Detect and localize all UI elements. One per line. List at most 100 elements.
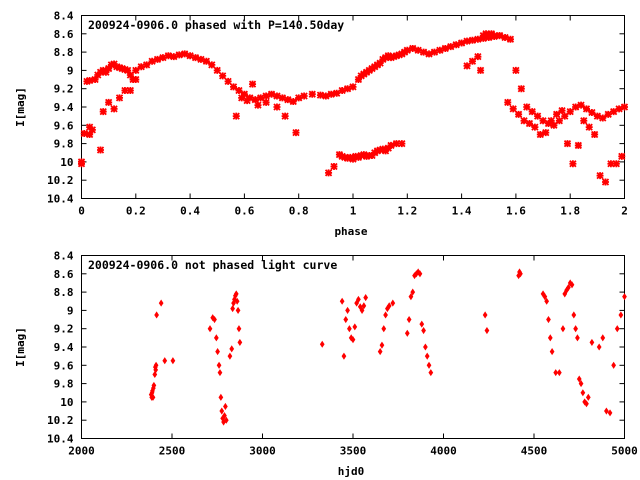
data-point xyxy=(474,35,482,43)
data-point xyxy=(223,416,229,424)
y-tick-label: 9.4 xyxy=(54,101,74,114)
data-point xyxy=(376,59,384,67)
data-point xyxy=(330,162,338,171)
data-point xyxy=(237,338,243,346)
data-point xyxy=(281,112,289,120)
data-point xyxy=(229,83,238,91)
data-point xyxy=(121,86,129,95)
data-point xyxy=(153,55,162,64)
data-point xyxy=(576,375,582,383)
data-point xyxy=(447,42,455,51)
data-point xyxy=(620,103,629,111)
data-point xyxy=(219,72,227,80)
data-point xyxy=(170,357,176,365)
y-tick-label: 8.4 xyxy=(54,250,74,263)
data-point xyxy=(324,169,333,177)
data-point xyxy=(452,41,460,49)
data-point xyxy=(159,53,167,62)
data-point xyxy=(601,178,610,186)
data-point xyxy=(604,407,609,415)
data-point xyxy=(386,302,392,310)
data-point xyxy=(536,130,544,139)
data-point xyxy=(468,57,477,65)
y-tick-label: 10.2 xyxy=(47,174,74,187)
data-point xyxy=(566,283,571,292)
data-point xyxy=(561,112,569,120)
data-point xyxy=(164,52,173,60)
data-point xyxy=(115,64,124,72)
data-point xyxy=(248,80,257,88)
y-tick-label: 10 xyxy=(60,156,73,169)
data-point xyxy=(273,103,281,111)
data-point xyxy=(611,361,617,369)
data-point xyxy=(528,107,536,116)
data-point xyxy=(235,306,241,314)
data-point xyxy=(421,326,426,335)
data-point xyxy=(596,343,602,351)
data-point xyxy=(132,75,140,84)
data-point xyxy=(223,402,228,411)
x-tick-label: 2 xyxy=(621,205,628,218)
data-point xyxy=(580,117,588,125)
data-point xyxy=(428,369,434,377)
data-point xyxy=(202,57,211,65)
data-point xyxy=(560,325,566,333)
data-point xyxy=(424,352,430,360)
data-point xyxy=(403,46,411,54)
data-point xyxy=(490,31,498,40)
data-point xyxy=(254,101,262,109)
data-point xyxy=(349,83,357,91)
y-tick-label: 8.6 xyxy=(54,28,74,41)
data-point xyxy=(546,316,551,324)
data-point xyxy=(408,293,414,301)
data-point xyxy=(531,123,539,131)
data-point xyxy=(257,94,265,102)
plot-frame xyxy=(81,15,625,199)
data-point xyxy=(91,75,99,84)
data-point xyxy=(240,90,249,98)
data-point xyxy=(217,369,223,377)
y-tick-label: 8.8 xyxy=(54,286,74,299)
x-tick-label: 2500 xyxy=(159,445,186,458)
data-point xyxy=(354,75,363,84)
plot-frame xyxy=(81,255,625,439)
data-point xyxy=(482,311,488,319)
data-point xyxy=(124,66,132,75)
data-point xyxy=(552,110,561,118)
data-point xyxy=(417,270,423,278)
data-point xyxy=(86,123,94,131)
data-point xyxy=(126,71,135,79)
data-point xyxy=(574,141,582,150)
data-point xyxy=(589,338,595,346)
data-point xyxy=(569,160,577,168)
data-point xyxy=(512,66,520,75)
x-tick-label: 1.8 xyxy=(560,205,580,218)
x-tick-label: 1.6 xyxy=(506,205,526,218)
data-point xyxy=(359,306,365,314)
data-point xyxy=(273,92,281,100)
data-point xyxy=(580,389,586,397)
data-point xyxy=(207,325,213,333)
data-point xyxy=(571,311,577,319)
data-point xyxy=(170,53,178,61)
data-point xyxy=(573,325,578,333)
data-point xyxy=(234,297,240,305)
data-point xyxy=(343,316,349,324)
data-point xyxy=(520,117,528,125)
data-point xyxy=(137,63,145,71)
data-point xyxy=(495,31,504,40)
data-point xyxy=(352,323,358,331)
data-point xyxy=(357,151,365,160)
data-point xyxy=(158,299,164,307)
data-point xyxy=(186,52,194,60)
data-point xyxy=(213,334,219,342)
data-point xyxy=(518,270,523,278)
data-point xyxy=(132,66,140,75)
data-point xyxy=(575,334,580,342)
data-point xyxy=(251,96,259,104)
data-point xyxy=(618,311,624,319)
data-point xyxy=(215,348,220,356)
data-point xyxy=(219,407,225,415)
data-point xyxy=(542,128,550,137)
y-tick-label: 10 xyxy=(60,396,73,409)
